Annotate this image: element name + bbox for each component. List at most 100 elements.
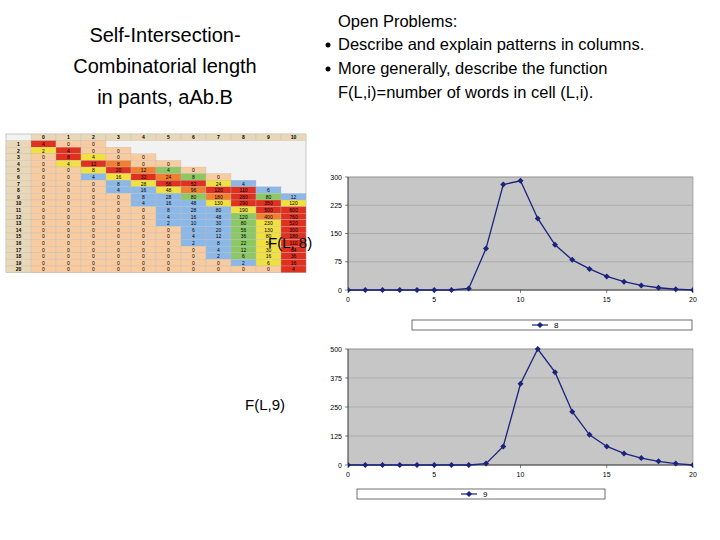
- cell-value: 6: [267, 187, 270, 193]
- cell-value: 600: [289, 207, 298, 213]
- y-tick: [345, 177, 348, 178]
- row-header-cell: [6, 207, 31, 214]
- header-cell: [256, 134, 281, 141]
- header-cell: [206, 134, 231, 141]
- data-group: [348, 346, 693, 468]
- cell-value: 0: [92, 240, 95, 246]
- cell-value: 0: [92, 247, 95, 253]
- cell-value: 0: [42, 167, 45, 173]
- table-cell: [281, 266, 306, 273]
- cell-value: 2: [217, 253, 220, 259]
- table-cell: [156, 246, 181, 253]
- table-cell: [231, 259, 256, 266]
- y-tick-label: 375: [330, 375, 342, 382]
- table-cell: [56, 240, 81, 247]
- column-header: 1: [67, 134, 70, 140]
- table-cell: [31, 174, 56, 181]
- cell-value: 96: [191, 187, 197, 193]
- row-header-cell: [6, 167, 31, 174]
- cell-value: 0: [92, 214, 95, 220]
- table-cell: [281, 226, 306, 233]
- slide-title: Self-Intersection-: [89, 24, 240, 46]
- table-cell: [231, 253, 256, 260]
- row-header-cell: [6, 160, 31, 167]
- cell-value: 0: [42, 220, 45, 226]
- cell-value: 36: [291, 253, 297, 259]
- row-header-cell: [6, 187, 31, 194]
- grid-line: [348, 436, 693, 437]
- table-cell: [206, 213, 231, 220]
- cell-value: 190: [239, 207, 248, 213]
- cell-value: 8: [192, 174, 195, 180]
- cell-value: 16: [191, 214, 197, 220]
- cell-value: 2: [42, 148, 45, 154]
- table-cell: [156, 193, 181, 200]
- table-cell: [31, 167, 56, 174]
- cell-value: 0: [167, 260, 170, 266]
- chart: F(L,9)0125250375500051015209: [245, 346, 697, 500]
- data-point: [604, 443, 610, 449]
- data-point: [449, 462, 455, 468]
- row-header-cell: [6, 253, 31, 260]
- cell-value: 0: [42, 227, 45, 233]
- cell-value: 0: [67, 194, 70, 200]
- cell-value: 0: [92, 200, 95, 206]
- cell-value: 8: [142, 194, 145, 200]
- grid-line: [348, 177, 693, 178]
- cell-value: 0: [142, 220, 145, 226]
- cell-value: 2: [242, 260, 245, 266]
- table-cell: [56, 180, 81, 187]
- data-point: [380, 287, 386, 293]
- row-header: 18: [16, 253, 22, 259]
- row-header-cell: [6, 141, 31, 148]
- table-cell: [181, 220, 206, 227]
- cell-value: 0: [92, 220, 95, 226]
- cell-value: 350: [264, 200, 273, 206]
- cell-value: 0: [192, 253, 195, 259]
- x-tick-label: 15: [603, 296, 611, 303]
- table-cell: [81, 240, 106, 247]
- data-point: [673, 461, 679, 467]
- row-header: 1: [17, 141, 20, 147]
- cell-value: 0: [42, 253, 45, 259]
- cell-value: 0: [217, 260, 220, 266]
- cell-value: 0: [92, 207, 95, 213]
- table-cell: [256, 187, 281, 194]
- table-cell: [56, 160, 81, 167]
- cell-value: 6: [192, 227, 195, 233]
- table-cell: [56, 213, 81, 220]
- x-tick: [520, 465, 521, 468]
- table-cell: [181, 246, 206, 253]
- table-cell: [156, 207, 181, 214]
- table-cell: [181, 233, 206, 240]
- data-point: [656, 285, 662, 291]
- plot-area: [348, 349, 693, 465]
- cell-value: 0: [192, 247, 195, 253]
- table-cell: [106, 213, 131, 220]
- table-cell: [206, 207, 231, 214]
- table-cell: [206, 180, 231, 187]
- table-cell: [56, 207, 81, 214]
- table-cell: [106, 193, 131, 200]
- table-cell: [181, 226, 206, 233]
- row-header: 17: [16, 247, 22, 253]
- cell-value: 300: [289, 227, 298, 233]
- cell-value: 0: [142, 207, 145, 213]
- row-header: 5: [17, 167, 20, 173]
- cell-value: 0: [192, 266, 195, 272]
- table-cell: [181, 253, 206, 260]
- y-tick: [345, 205, 348, 206]
- table-cell: [181, 187, 206, 194]
- cell-value: 0: [42, 240, 45, 246]
- cell-value: 0: [92, 253, 95, 259]
- cell-value: 0: [67, 240, 70, 246]
- table-cell: [231, 207, 256, 214]
- cell-value: 16: [166, 200, 172, 206]
- cell-value: 22: [241, 240, 247, 246]
- table-cell: [81, 207, 106, 214]
- series-line: [348, 181, 693, 290]
- cell-value: 0: [92, 233, 95, 239]
- cell-value: 0: [167, 227, 170, 233]
- table-cell: [106, 246, 131, 253]
- row-header-cell: [6, 213, 31, 220]
